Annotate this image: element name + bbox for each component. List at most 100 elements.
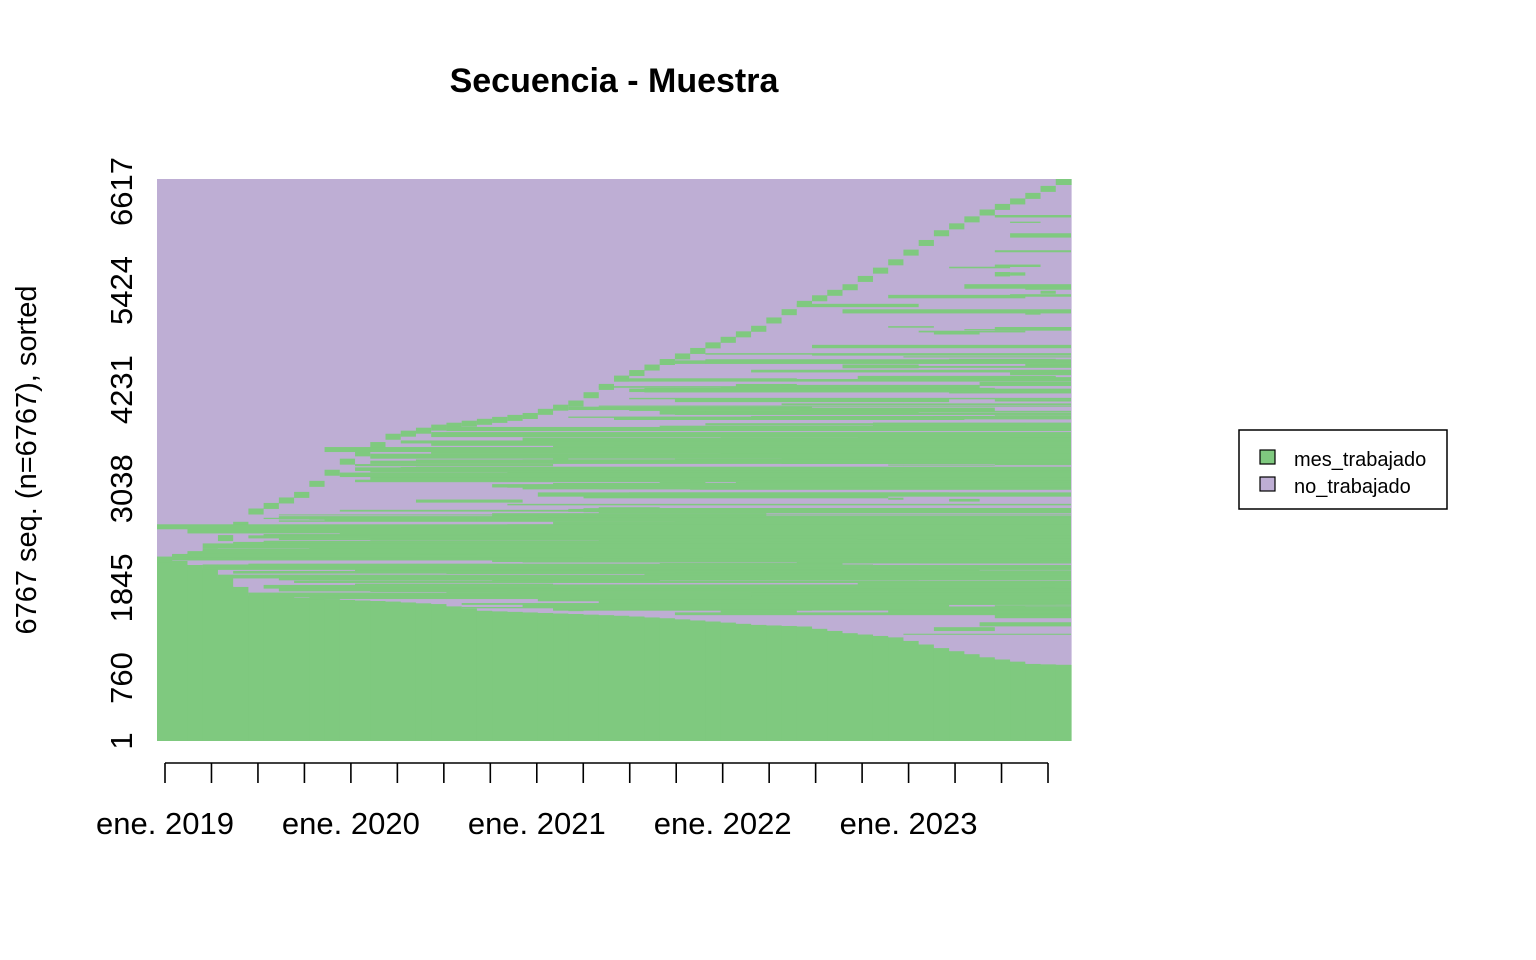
sequence-stripe [674,458,1071,460]
cell-start-edge [370,442,387,449]
cell-worked-block [263,596,280,741]
sequence-stripe [202,567,1071,570]
sequence-stripe [644,572,1071,576]
sequence-stripe [796,303,919,308]
cell-worked-block [446,606,463,741]
sequence-stripe [278,514,1071,516]
cell-worked-block [842,633,859,741]
sequence-stripe [994,326,1071,331]
cell-start-edge [278,497,295,504]
sequence-stripe [888,610,1071,614]
cell-start-edge [263,502,280,509]
cell-start-edge [781,309,798,316]
cell-start-edge [979,209,996,216]
sequence-stripe [674,412,1071,415]
cell-worked-block [461,608,478,741]
sequence-stripe [751,480,873,482]
cell-start-edge [659,358,676,365]
cell-worked-block [827,630,844,741]
sequence-stripe [233,558,1071,560]
sequence-stripe [964,285,1041,289]
y-tick-label: 4231 [104,355,139,424]
sequence-stripe [476,517,493,520]
sequence-stripe [888,294,1026,299]
sequence-stripe [522,576,767,580]
cell-start-edge [553,404,569,411]
sequence-stripe [400,467,462,470]
sequence-stripe [553,457,569,461]
cell-worked-block [674,619,691,741]
sequence-stripe [1025,285,1071,290]
cell-start-edge [766,317,783,324]
cell-worked-block [415,603,432,741]
cell-start-edge [903,249,920,256]
y-tick-label: 1 [104,732,139,749]
cell-start-edge [1040,185,1057,192]
cell-worked-block [1055,664,1072,741]
sequence-stripe [355,565,1071,568]
sequence-stripe [187,553,416,558]
sequence-stripe [1010,371,1071,376]
y-tick-label: 760 [104,652,139,704]
cell-start-edge [1010,198,1026,205]
y-tick-label: 1845 [104,553,139,622]
cell-worked-block [1040,664,1057,741]
sequence-stripe [157,524,1071,530]
cell-worked-block [507,611,524,741]
sequence-stripe [187,554,1071,558]
sequence-stripe [842,567,1071,570]
sequence-stripe [751,599,1071,604]
cell-start-edge [339,458,356,465]
sequence-stripe [674,612,1071,616]
sequence-stripe [431,441,1071,446]
sequence-stripe [522,437,1071,442]
cell-start-edge [812,295,828,302]
sequence-stripe [994,463,1071,466]
sequence-stripe [476,517,1071,522]
sequence-stripe [217,548,736,551]
cell-start-edge [705,342,722,349]
cell-worked-block [248,595,265,741]
cell-worked-block [431,604,448,741]
sequence-stripe [370,453,1071,459]
sequence-stripe [994,250,1071,253]
sequence-stripe [553,606,1026,610]
sequence-stripe [629,492,950,495]
cell-start-edge [157,556,173,563]
sequence-stripe [949,266,1011,269]
cell-start-edge [690,347,706,354]
sequence-stripe [674,570,1071,573]
x-tick-label: ene. 2023 [840,806,978,841]
cell-start-edge [918,239,935,246]
sequence-stripe [1010,233,1071,238]
sequence-stripe [674,398,950,403]
cell-start-edge [614,375,630,382]
sequence-stripe [735,539,980,544]
cell-worked-block [781,625,798,741]
sequence-stripe [781,403,1071,406]
sequence-stripe [659,425,1071,429]
sequence-stripe [507,590,1071,593]
cell-start-edge [537,408,554,415]
cell-worked-block [187,564,204,741]
sequence-stripe [872,484,1071,488]
sequence-stripe [507,471,1071,474]
sequence-stripe [705,487,950,490]
sequence-stripe [888,464,995,466]
x-tick-label: ene. 2019 [96,806,234,841]
sequence-stripe [903,356,1071,358]
sequence-stripe [598,539,1071,542]
sequence-stripe [796,360,1011,363]
y-axis-label: 6767 seq. (n=6767), sorted [11,285,43,634]
cell-start-edge [355,450,371,457]
sequence-stripe [857,582,1071,586]
sequence-stripe [857,586,1071,590]
sequence-stripe [781,384,980,389]
sequence-stripe [507,484,843,488]
sequence-stripe [994,399,1071,402]
sequence-stripe [614,445,1071,449]
sequence-stripe [355,479,1071,483]
sequence-stripe [964,377,1071,381]
cell-start-edge [964,216,981,223]
sequence-stripe [735,383,797,387]
